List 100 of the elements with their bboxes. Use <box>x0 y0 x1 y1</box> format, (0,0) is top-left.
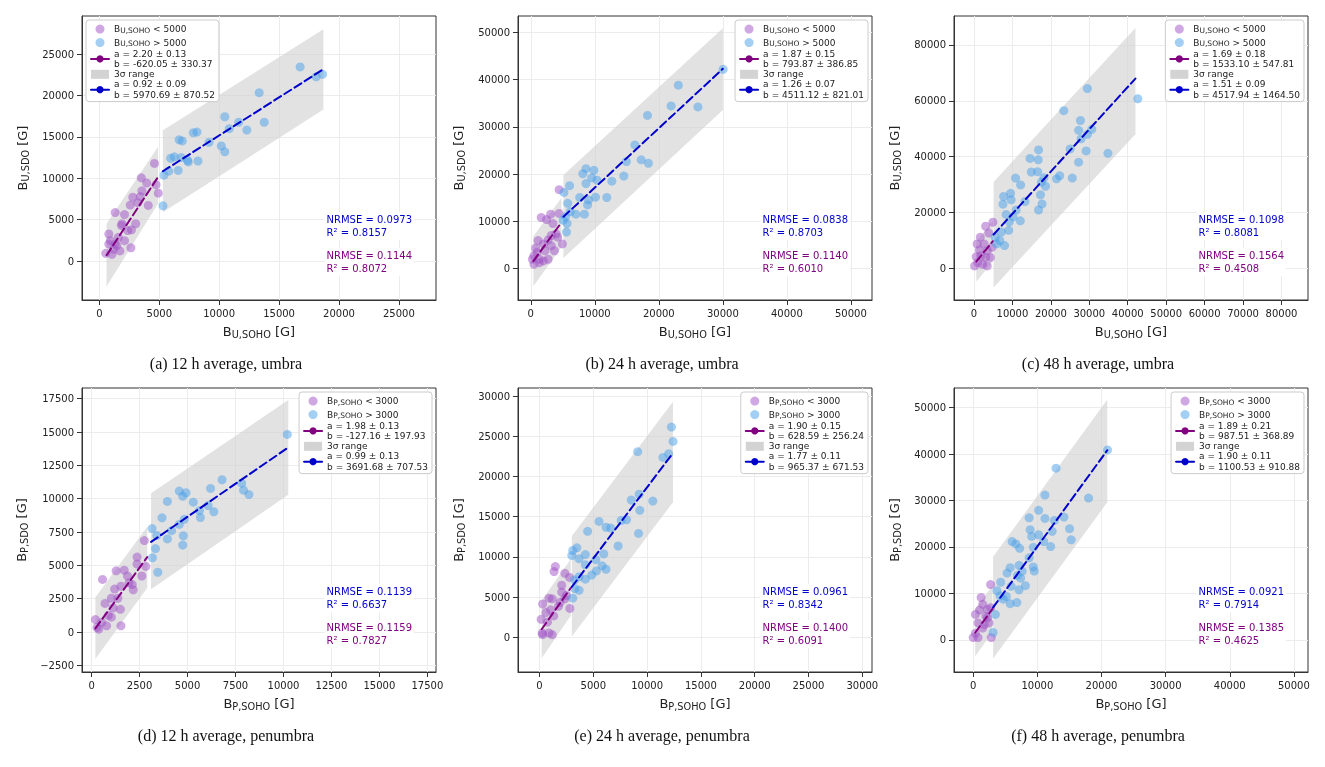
legend-label: a = 1.89 ± 0.21 b = 987.51 ± 368.89 <box>1199 420 1295 442</box>
point <box>587 173 597 183</box>
point <box>1002 568 1012 578</box>
y-axis-title: BU,SDO [G] <box>450 125 467 191</box>
point <box>125 200 135 210</box>
point <box>1033 167 1043 177</box>
legend-label: a = 1.51 ± 0.09 b = 4517.94 ± 1464.50 <box>1193 79 1301 101</box>
point <box>244 490 254 500</box>
point <box>209 507 219 517</box>
point <box>188 497 198 507</box>
x-tick-label: 70000 <box>1227 307 1259 319</box>
annotation: NRMSE = 0.1400 R² = 0.6091 <box>762 622 848 646</box>
x-tick-label: 0 <box>970 307 978 319</box>
y-tick-label: −2500 <box>40 659 74 671</box>
point <box>1040 490 1050 500</box>
point <box>153 567 163 577</box>
point <box>1084 493 1094 503</box>
legend-label: a = 1.98 ± 0.13 b = -127.16 ± 197.93 <box>327 420 426 442</box>
point <box>1027 531 1037 541</box>
point <box>565 603 575 613</box>
point <box>1081 146 1091 156</box>
point <box>559 187 569 197</box>
x-tick-label: 60000 <box>1188 307 1221 319</box>
legend-label: a = 0.99 ± 0.13 b = 3691.68 ± 707.53 <box>327 451 429 473</box>
point <box>220 112 230 122</box>
point <box>1059 512 1069 522</box>
legend-label: a = 1.69 ± 0.18 b = 1533.10 ± 547.81 <box>1193 48 1295 70</box>
point <box>581 179 591 189</box>
point <box>1133 94 1143 104</box>
point <box>1034 530 1044 540</box>
x-tick-label: 25000 <box>382 307 415 319</box>
point <box>601 564 611 574</box>
point <box>1006 195 1016 205</box>
point <box>541 608 551 618</box>
point <box>1034 505 1044 515</box>
y-tick-label: 40000 <box>914 448 946 460</box>
point <box>1074 125 1084 135</box>
annotation: NRMSE = 0.0973 R² = 0.8157 <box>326 214 412 238</box>
point <box>90 615 100 625</box>
x-tick-label: 7500 <box>222 679 249 691</box>
x-tick-label: 5000 <box>580 679 607 691</box>
x-tick-label: 10000 <box>578 307 611 319</box>
y-axis-title: BU,SDO [G] <box>14 125 31 191</box>
point <box>999 191 1009 201</box>
point <box>619 171 629 181</box>
point <box>1046 542 1056 552</box>
x-tick-label: 30000 <box>706 307 739 319</box>
y-tick-label: 30000 <box>478 390 510 402</box>
point <box>972 239 982 249</box>
point <box>990 609 1000 619</box>
point <box>157 513 167 523</box>
point <box>162 534 172 544</box>
text: (b) 24 h average, umbra <box>585 354 739 373</box>
y-tick-label: 7500 <box>48 526 74 538</box>
annotation: NRMSE = 0.1139 R² = 0.6637 <box>326 586 412 610</box>
y-tick-label: 25000 <box>478 430 510 442</box>
point <box>718 64 728 74</box>
y-tick-label: 40000 <box>478 74 510 86</box>
point <box>1015 543 1025 553</box>
point <box>254 88 264 98</box>
text: (a) 12 h average, umbra <box>149 354 303 373</box>
point <box>162 496 172 506</box>
legend-label: 3σ range <box>763 69 804 80</box>
y-tick-label: 0 <box>503 631 510 643</box>
annotation: NRMSE = 0.0838 R² = 0.8703 <box>762 214 848 238</box>
point <box>626 495 636 505</box>
legend-label: a = 2.20 ± 0.13 b = -620.05 ± 330.37 <box>114 48 213 70</box>
y-tick-label: 2500 <box>48 593 74 605</box>
point <box>1033 155 1043 165</box>
text: (f) 48 h average, penumbra <box>1011 726 1185 745</box>
y-tick-label: 50000 <box>914 402 946 414</box>
point <box>673 80 683 90</box>
legend-label: 3σ range <box>114 69 155 80</box>
point <box>1035 190 1045 200</box>
y-tick-label: 0 <box>503 262 510 274</box>
x-tick-label: 50000 <box>1150 307 1183 319</box>
point <box>149 158 159 168</box>
point <box>636 155 646 165</box>
point <box>1065 524 1075 534</box>
point <box>693 102 703 112</box>
y-tick-label: 5000 <box>48 214 74 226</box>
point <box>220 147 230 157</box>
y-axis-title: BU,SDO [G] <box>886 125 903 191</box>
text: (e) 24 h average, penumbra <box>574 726 750 745</box>
point <box>591 566 601 576</box>
point <box>1066 535 1076 545</box>
point <box>563 198 573 208</box>
point <box>998 199 1008 209</box>
point <box>142 178 152 188</box>
point <box>206 483 216 493</box>
point <box>1103 148 1113 158</box>
x-tick-label: 0 <box>88 679 95 691</box>
point <box>1025 153 1035 163</box>
point <box>590 192 600 202</box>
legend-label: a = 0.92 ± 0.09 b = 5970.69 ± 870.52 <box>114 79 215 101</box>
y-tick-label: 0 <box>67 626 74 638</box>
point <box>613 541 623 551</box>
point <box>986 580 996 590</box>
point <box>131 219 141 229</box>
x-tick-label: 40000 <box>770 307 803 319</box>
